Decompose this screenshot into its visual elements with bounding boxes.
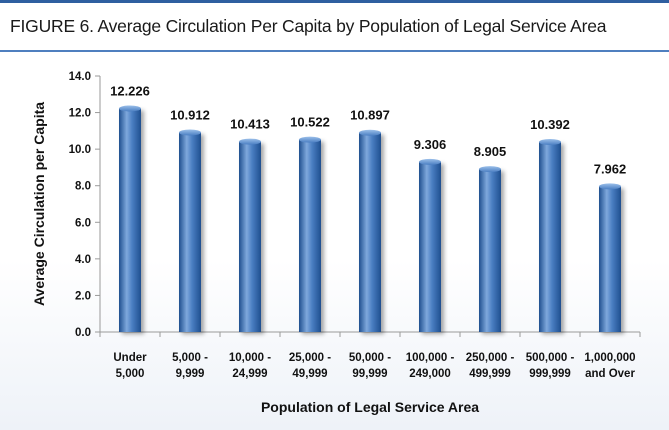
- bar-cap: [599, 183, 621, 190]
- y-tick-label: 0.0: [75, 327, 91, 339]
- x-tick-label-line: 499,999: [469, 368, 511, 380]
- bar: [599, 183, 621, 332]
- bar-cap: [539, 138, 561, 145]
- bar-cap: [479, 166, 501, 173]
- y-tick-label: 10.0: [69, 144, 91, 156]
- x-tick-label-line: 50,000 -: [349, 352, 391, 364]
- data-label: 12.226: [110, 83, 150, 98]
- x-tick-label-line: Under: [113, 352, 147, 364]
- bar-cap: [119, 105, 141, 112]
- x-tick-label-line: 1,000,000: [584, 352, 635, 364]
- x-tick-label-line: 500,000 -: [526, 352, 575, 364]
- chart-panel: 0.0 2.0 4.0 6.0 8.0 10.0 12.0 14.0 12.226 Under 5…: [0, 50, 669, 430]
- data-label: 10.897: [350, 108, 390, 123]
- data-label: 8.905: [474, 144, 507, 159]
- x-tick-label-line: 99,999: [352, 368, 387, 380]
- y-tick-label: 6.0: [75, 217, 91, 229]
- x-tick-label-line: 49,999: [292, 368, 327, 380]
- x-axis-title: Population of Legal Service Area: [261, 399, 479, 415]
- y-tick-label: 12.0: [69, 108, 91, 120]
- bar: [179, 129, 201, 332]
- bar-body: [299, 139, 321, 332]
- x-tick-label: 500,000 - 999,999: [526, 352, 575, 380]
- bar-body: [359, 132, 381, 332]
- bar: [299, 136, 321, 332]
- bar-cap: [419, 158, 441, 165]
- bar-chart: 0.0 2.0 4.0 6.0 8.0 10.0 12.0 14.0 12.226 Under 5…: [31, 71, 641, 415]
- bar: [359, 129, 381, 332]
- y-tick-label: 8.0: [75, 181, 91, 193]
- chart-labels: 12.226 Under 5,000 10.912 5,000 - 9,999 10.413…: [110, 83, 635, 380]
- x-tick-label-line: 250,000 -: [466, 352, 515, 364]
- bar-body: [179, 132, 201, 332]
- y-tick-label: 4.0: [75, 254, 91, 266]
- bar-cap: [239, 138, 261, 145]
- y-tick-label: 14.0: [69, 71, 91, 83]
- x-tick-label: 10,000 - 24,999: [229, 352, 271, 380]
- y-axis-title: Average Circulation per Capita: [31, 102, 47, 306]
- bar-body: [419, 161, 441, 332]
- bar-body: [599, 186, 621, 332]
- bar: [479, 166, 501, 332]
- bar-body: [539, 141, 561, 332]
- bar-cap: [179, 129, 201, 136]
- data-label: 10.413: [230, 117, 270, 132]
- x-tick-label: 100,000 - 249,000: [406, 352, 455, 380]
- figure-title: FIGURE 6. Average Circulation Per Capita…: [10, 16, 607, 36]
- x-tick-label: 5,000 - 9,999: [172, 352, 208, 380]
- bar: [539, 138, 561, 332]
- x-tick-label-line: 5,000: [116, 368, 145, 380]
- chart-bars: [119, 105, 621, 332]
- x-tick-label-line: 9,999: [176, 368, 205, 380]
- y-tick-label: 2.0: [75, 290, 91, 302]
- x-tick-label-line: 249,000: [409, 368, 451, 380]
- data-label: 10.522: [290, 115, 330, 130]
- x-tick-label-line: 10,000 -: [229, 352, 271, 364]
- bar-cap: [299, 136, 321, 143]
- x-tick-label-line: 100,000 -: [406, 352, 455, 364]
- x-tick-label: 1,000,000 and Over: [584, 352, 635, 380]
- bar-body: [239, 141, 261, 332]
- data-label: 7.962: [594, 161, 627, 176]
- bar-cap: [359, 129, 381, 136]
- top-accent-rule: [0, 0, 669, 3]
- data-label: 10.392: [530, 117, 570, 132]
- x-tick-label: 250,000 - 499,999: [466, 352, 515, 380]
- x-tick-label-line: 5,000 -: [172, 352, 208, 364]
- x-tick-label: 25,000 - 49,999: [289, 352, 331, 380]
- x-tick-label-line: 24,999: [232, 368, 267, 380]
- x-tick-label-line: 999,999: [529, 368, 571, 380]
- data-label: 10.912: [170, 107, 210, 122]
- bar: [239, 138, 261, 332]
- x-tick-label: Under 5,000: [113, 352, 147, 380]
- bar-body: [119, 108, 141, 332]
- bar-body: [479, 169, 501, 332]
- x-tick-label: 50,000 - 99,999: [349, 352, 391, 380]
- x-tick-label-line: 25,000 -: [289, 352, 331, 364]
- bar: [119, 105, 141, 332]
- bar: [419, 158, 441, 332]
- data-label: 9.306: [414, 137, 447, 152]
- x-tick-label-line: and Over: [585, 368, 635, 380]
